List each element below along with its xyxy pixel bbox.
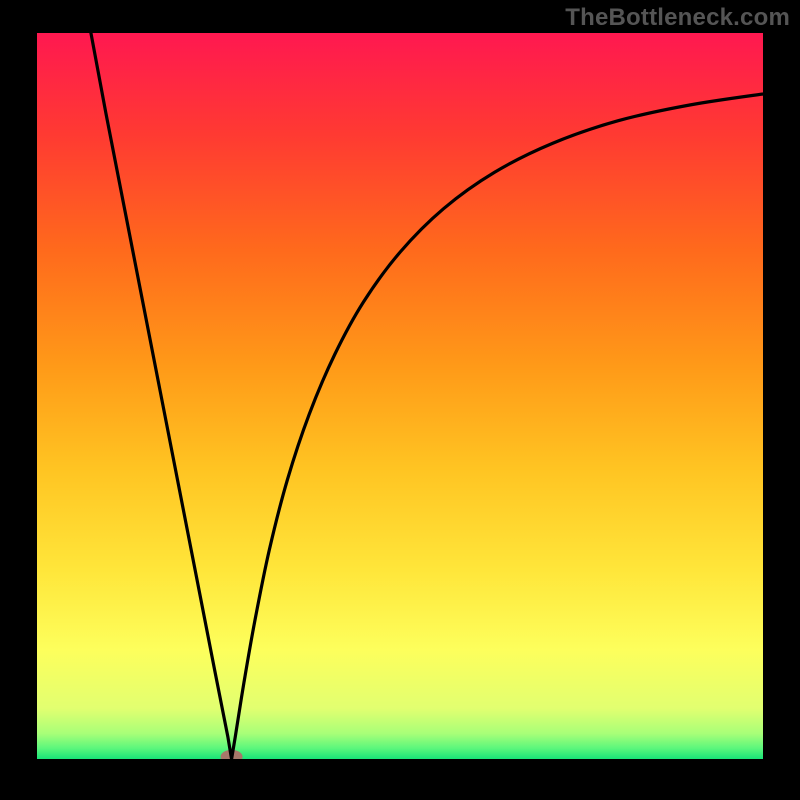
chart-container: TheBottleneck.com bbox=[0, 0, 800, 800]
plot-gradient-background bbox=[37, 33, 763, 759]
watermark-text: TheBottleneck.com bbox=[565, 4, 790, 32]
chart-svg bbox=[0, 0, 800, 800]
